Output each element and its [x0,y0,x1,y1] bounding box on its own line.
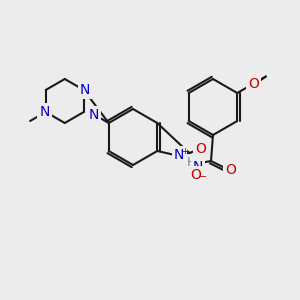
Text: N: N [80,83,90,97]
Text: O: O [248,77,259,91]
Text: H: H [186,155,196,169]
Text: N: N [88,108,99,122]
Text: O: O [190,168,201,182]
Text: −: − [199,172,207,182]
Text: N: N [174,148,184,162]
Text: N: N [193,160,203,174]
Text: O: O [226,163,236,177]
Text: +: + [181,146,188,155]
Text: N: N [40,105,50,119]
Text: O: O [195,142,206,156]
